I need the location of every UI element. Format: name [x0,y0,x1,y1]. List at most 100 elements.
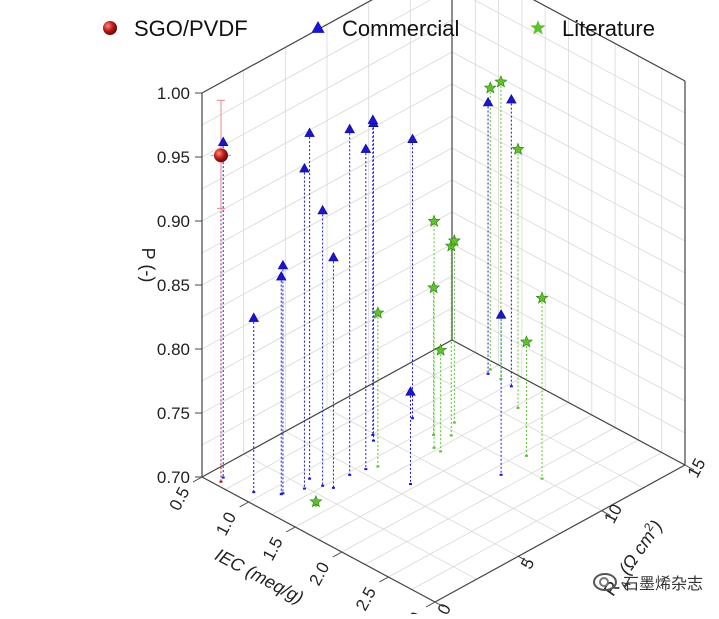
frame-edge [451,339,686,466]
grid-line-floor [410,362,644,489]
drop-foot [314,504,318,507]
tick-label-iec: 2.5 [352,584,380,614]
marker-literature [447,234,461,247]
drop-foot [516,406,520,409]
legend-label: Literature [562,16,655,41]
marker-literature [371,306,385,319]
tick-label-iec: 0.5 [166,484,194,514]
axis-title-p: P (-) [138,248,158,283]
marker-commercial [495,309,507,319]
marker-commercial [304,127,315,137]
tick-label-iec: 2.0 [305,559,333,589]
drop-foot [409,483,413,486]
marker-commercial [360,143,372,153]
marker-commercial [407,133,418,143]
marker-literature [434,343,448,356]
tick-label-iec: 1.0 [212,509,240,539]
grid-layer [201,0,686,603]
tick-mark-iec [332,551,343,558]
marker-commercial [482,96,494,107]
marker-literature [494,75,508,88]
tick-mark-iec [192,476,203,483]
drop-foot [449,434,453,437]
tick-mark-iec [425,601,436,608]
drop-foot [219,480,223,483]
tick-mark-ra [601,510,611,517]
drop-foot [432,433,436,436]
legend: SGO/PVDF Commercial Literature [103,16,655,41]
tick-label-ra: 0 [434,601,455,614]
drop-foot [411,417,415,420]
axis-frame [192,0,695,608]
drop-foot [432,446,436,449]
marker-commercial [277,259,289,270]
tick-mark-ra [518,555,528,562]
tick-mark-ra [684,464,695,471]
tick-label-p: 0.70 [157,468,190,487]
tick-label-p: 0.80 [157,340,190,359]
marker-commercial [275,270,287,281]
marker-literature [535,291,549,304]
drop-foot [540,477,544,480]
marker-commercial [217,136,229,146]
drop-foot [348,473,352,476]
frame-edge [532,0,686,82]
marker-commercial [328,251,339,262]
drop-foot [488,368,492,371]
marker-literature [427,280,441,294]
marker-commercial [317,204,328,215]
drop-foot [364,468,368,471]
drop-foot [302,487,306,490]
tick-label-iec: 1.5 [259,534,287,564]
marker-sgo-pvdf [213,148,228,163]
drop-foot [486,372,490,375]
tick-mark-iec [239,501,249,508]
drop-foot [221,476,225,479]
marker-commercial [506,93,517,104]
tick-label-p: 0.90 [157,212,190,231]
tick-label-ra: 5 [517,555,538,572]
tick-label-ra: 15 [684,455,710,481]
frame-edge [201,0,373,94]
frame-edge [201,476,436,603]
drop-foot [331,486,335,489]
drop-foot [452,421,456,424]
drop-foot [279,493,283,496]
grid-line-floor [285,430,519,557]
drop-foot [281,492,285,495]
drop-foot [321,484,325,487]
marker-commercial [405,386,416,396]
marker-literature [427,214,441,227]
legend-marker-literature [530,20,546,35]
watermark-text: 石墨烯杂志 [622,576,703,593]
drop-foot [524,454,528,457]
wechat-icon [592,573,617,591]
tick-label-iec: 3.0 [399,609,427,614]
legend-marker-sgo-pvdf [103,21,117,35]
tick-label-ra: 10 [600,501,626,527]
drop-lines [219,81,544,507]
watermark: 石墨烯杂志 [592,570,703,594]
drop-foot [371,439,375,442]
frame-edge [434,464,686,603]
drop-foot [509,385,513,388]
legend-marker-commercial [311,21,325,33]
tick-label-p: 0.95 [157,148,190,167]
data-markers [210,75,549,508]
drop-foot [439,450,443,453]
drop-foot [252,491,256,494]
drop-foot [499,377,503,380]
frame-edge [201,339,453,478]
tick-mark-iec [379,576,389,583]
marker-literature [309,494,323,508]
tick-mark-iec [285,526,296,533]
drop-foot [308,477,312,480]
legend-label: SGO/PVDF [134,16,248,41]
marker-commercial [299,162,310,173]
marker-commercial [344,123,355,134]
tick-label-p: 0.75 [157,404,190,423]
drop-foot [499,473,503,476]
grid-line-floor [326,408,561,534]
